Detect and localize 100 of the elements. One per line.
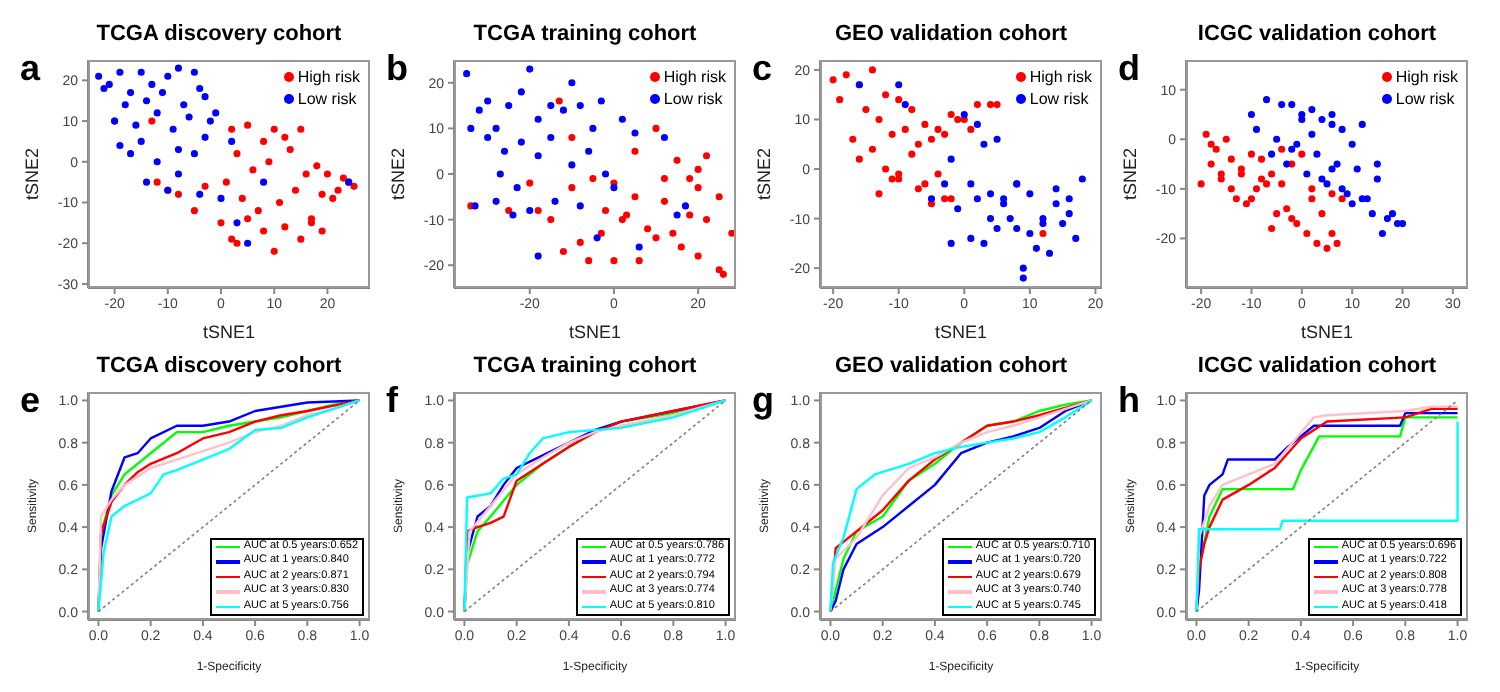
point (1278, 180, 1286, 188)
point (1268, 170, 1276, 178)
point (973, 195, 981, 203)
point (260, 227, 268, 235)
point (568, 133, 576, 142)
point (921, 120, 929, 128)
point (334, 186, 342, 194)
point (1263, 180, 1271, 188)
legend-label: Low risk (1029, 88, 1089, 110)
point (927, 135, 936, 143)
point (635, 243, 643, 251)
point (610, 257, 618, 265)
point (475, 106, 483, 114)
point (492, 197, 500, 205)
point (509, 211, 517, 219)
point (244, 215, 252, 223)
point (137, 68, 145, 76)
legend-label: High risk (297, 66, 360, 88)
point (1078, 175, 1086, 183)
point (947, 155, 955, 163)
point (190, 150, 198, 158)
point (1227, 185, 1235, 193)
line-series (97, 399, 361, 613)
chart-title: TCGA training cohort (473, 22, 697, 46)
legend-label: High risk (1395, 66, 1458, 88)
point (702, 152, 711, 160)
point (270, 247, 278, 255)
point (601, 206, 610, 215)
point (1348, 140, 1356, 148)
point (318, 190, 326, 198)
point (1328, 190, 1336, 198)
point (174, 146, 183, 154)
point (895, 170, 903, 178)
point (142, 97, 151, 105)
point (644, 225, 652, 233)
point (673, 211, 681, 219)
point (121, 101, 129, 109)
point (492, 124, 500, 132)
point (190, 68, 198, 76)
point (1353, 165, 1361, 173)
point (986, 190, 995, 198)
point (1252, 125, 1261, 133)
point (855, 155, 863, 163)
legend-label: High risk (1029, 66, 1092, 88)
point (233, 239, 241, 247)
point (1313, 239, 1321, 247)
point (652, 124, 660, 132)
point (669, 229, 677, 237)
point (1318, 210, 1326, 218)
point (1072, 234, 1080, 242)
point (908, 106, 916, 114)
point (694, 252, 702, 260)
point (265, 158, 273, 166)
text: e (20, 380, 41, 422)
text: f (386, 380, 398, 422)
point (618, 216, 626, 224)
point (694, 184, 702, 192)
point (551, 197, 559, 205)
point (1273, 135, 1281, 143)
point (286, 146, 294, 154)
point (677, 243, 685, 251)
point (1217, 170, 1225, 178)
chart-title: ICGC validation cohort (1197, 22, 1437, 46)
point (568, 161, 576, 169)
point (484, 133, 492, 142)
point (180, 101, 188, 109)
point (1288, 145, 1296, 153)
point (601, 170, 610, 178)
point (244, 121, 252, 129)
point (526, 206, 534, 215)
point (914, 140, 922, 148)
point (270, 125, 278, 133)
point (1207, 160, 1215, 168)
point (1247, 195, 1256, 203)
point (1197, 180, 1205, 188)
point (1308, 130, 1316, 138)
point (875, 190, 883, 198)
point (1252, 185, 1261, 193)
point (1333, 160, 1341, 168)
point (585, 147, 593, 155)
point (1283, 160, 1291, 168)
point (1318, 175, 1326, 183)
point (888, 175, 896, 183)
point (526, 179, 534, 187)
legend-label: Low risk (297, 88, 357, 110)
point (339, 174, 347, 182)
point (297, 235, 305, 243)
y-axis-title: tSNE2 (1120, 147, 1141, 201)
point (875, 115, 883, 124)
point (329, 194, 337, 202)
point (980, 239, 988, 247)
point (954, 205, 962, 213)
point (934, 125, 942, 133)
point (868, 145, 877, 153)
point (228, 125, 236, 133)
point (631, 193, 639, 201)
point (921, 180, 929, 188)
point (222, 178, 230, 186)
point (547, 216, 555, 224)
point (1237, 170, 1245, 178)
